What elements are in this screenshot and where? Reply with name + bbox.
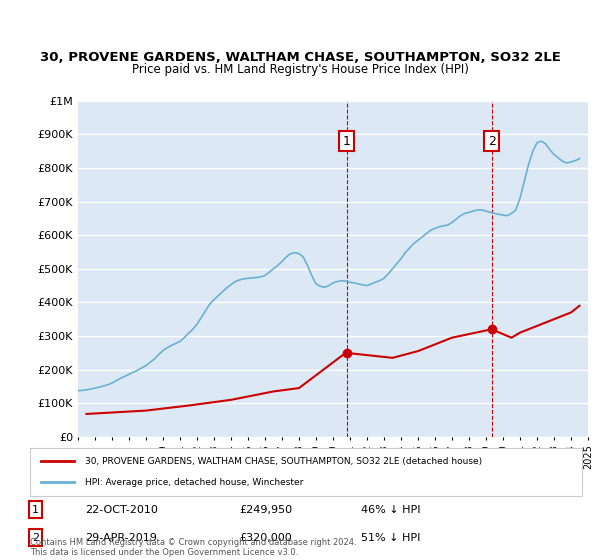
Text: 1: 1 (343, 134, 350, 148)
Text: 1: 1 (32, 505, 39, 515)
Text: 22-OCT-2010: 22-OCT-2010 (85, 505, 158, 515)
Text: 2: 2 (488, 134, 496, 148)
Text: Contains HM Land Registry data © Crown copyright and database right 2024.
This d: Contains HM Land Registry data © Crown c… (30, 538, 356, 557)
Text: 46% ↓ HPI: 46% ↓ HPI (361, 505, 421, 515)
Text: 30, PROVENE GARDENS, WALTHAM CHASE, SOUTHAMPTON, SO32 2LE: 30, PROVENE GARDENS, WALTHAM CHASE, SOUT… (40, 52, 560, 64)
Text: £320,000: £320,000 (240, 533, 293, 543)
Text: 30, PROVENE GARDENS, WALTHAM CHASE, SOUTHAMPTON, SO32 2LE (detached house): 30, PROVENE GARDENS, WALTHAM CHASE, SOUT… (85, 457, 482, 466)
Text: 2: 2 (32, 533, 39, 543)
Text: Price paid vs. HM Land Registry's House Price Index (HPI): Price paid vs. HM Land Registry's House … (131, 63, 469, 76)
Text: £249,950: £249,950 (240, 505, 293, 515)
Text: 51% ↓ HPI: 51% ↓ HPI (361, 533, 421, 543)
Text: 29-APR-2019: 29-APR-2019 (85, 533, 157, 543)
Text: HPI: Average price, detached house, Winchester: HPI: Average price, detached house, Winc… (85, 478, 304, 487)
